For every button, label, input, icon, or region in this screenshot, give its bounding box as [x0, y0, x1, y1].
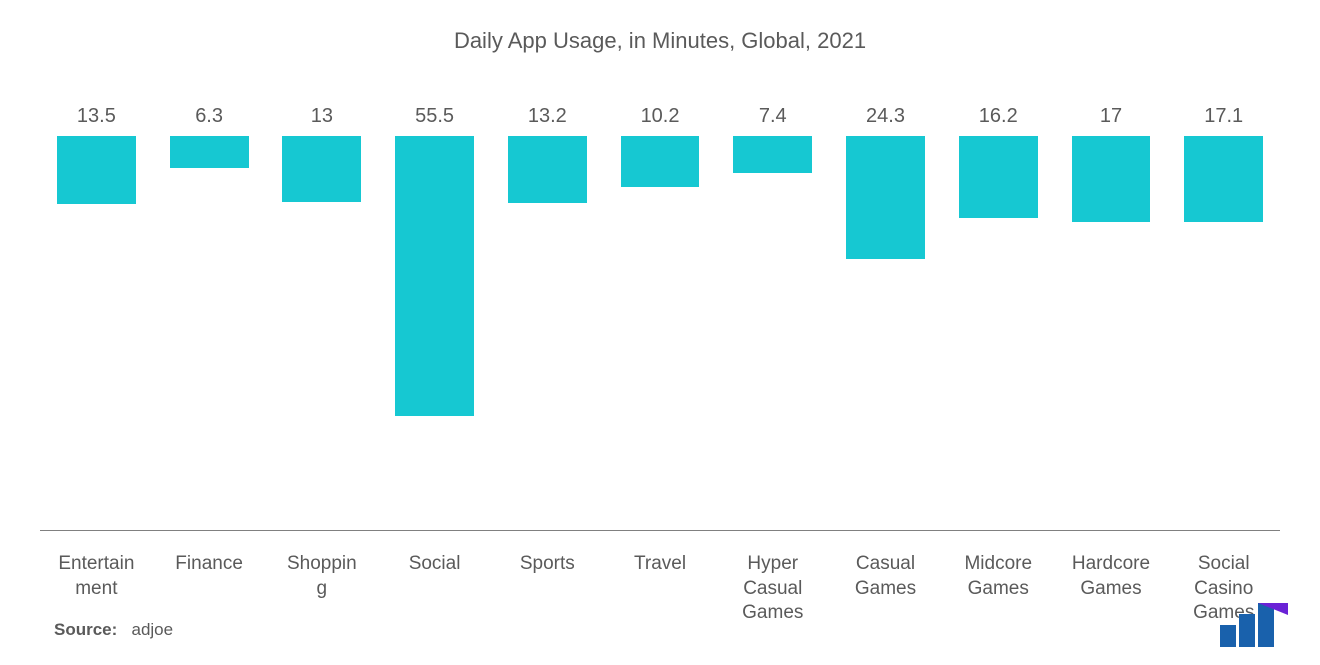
- x-axis-label: Shopping: [265, 545, 378, 626]
- bar-value-label: 13: [311, 105, 333, 128]
- bar: [1072, 136, 1151, 222]
- source-label: Source:: [54, 620, 117, 639]
- bar-slot: 7.4: [716, 105, 829, 530]
- x-axis-label: Travel: [604, 545, 717, 626]
- bar: [846, 136, 925, 259]
- bar: [1184, 136, 1263, 222]
- source-name: adjoe: [132, 620, 174, 639]
- bar: [621, 136, 700, 187]
- x-axis-label: Finance: [153, 545, 266, 626]
- bar-value-label: 13.5: [77, 105, 116, 128]
- x-axis-label: MidcoreGames: [942, 545, 1055, 626]
- bar-group: 13.5 6.3 13 55.5 13.2 10.2 7.4 24.3 16.2 17 17.1: [40, 105, 1280, 530]
- brand-logo-icon: [1220, 603, 1288, 647]
- bar-slot: 13.5: [40, 105, 153, 530]
- x-axis-label: CasualGames: [829, 545, 942, 626]
- chart-plot-area: 13.5 6.3 13 55.5 13.2 10.2 7.4 24.3 16.2 17 17.1: [40, 105, 1280, 530]
- bar-slot: 13: [265, 105, 378, 530]
- bar-value-label: 6.3: [195, 105, 223, 128]
- x-axis-labels: EntertainmentFinanceShoppingSocialSports…: [40, 545, 1280, 626]
- bar-slot: 6.3: [153, 105, 266, 530]
- bar: [959, 136, 1038, 218]
- x-axis-label: HardcoreGames: [1055, 545, 1168, 626]
- bar-value-label: 17.1: [1204, 105, 1243, 128]
- bar-slot: 24.3: [829, 105, 942, 530]
- x-axis-label: Sports: [491, 545, 604, 626]
- x-axis-baseline: [40, 530, 1280, 531]
- bar: [170, 136, 249, 168]
- bar-value-label: 10.2: [641, 105, 680, 128]
- bar: [508, 136, 587, 203]
- bar-value-label: 17: [1100, 105, 1122, 128]
- bar-slot: 17: [1055, 105, 1168, 530]
- bar-value-label: 7.4: [759, 105, 787, 128]
- bar: [395, 136, 474, 416]
- bar-slot: 13.2: [491, 105, 604, 530]
- chart-title: Daily App Usage, in Minutes, Global, 202…: [0, 0, 1320, 54]
- bar: [733, 136, 812, 173]
- bar-slot: 55.5: [378, 105, 491, 530]
- bar-slot: 10.2: [604, 105, 717, 530]
- x-axis-label: Social: [378, 545, 491, 626]
- x-axis-label: Entertainment: [40, 545, 153, 626]
- source-attribution: Source: adjoe: [54, 620, 173, 640]
- bar-slot: 16.2: [942, 105, 1055, 530]
- x-axis-label: HyperCasualGames: [716, 545, 829, 626]
- bar-value-label: 16.2: [979, 105, 1018, 128]
- bar-value-label: 13.2: [528, 105, 567, 128]
- bar-value-label: 55.5: [415, 105, 454, 128]
- bar-value-label: 24.3: [866, 105, 905, 128]
- bar-slot: 17.1: [1167, 105, 1280, 530]
- bar: [57, 136, 136, 204]
- bar: [282, 136, 361, 202]
